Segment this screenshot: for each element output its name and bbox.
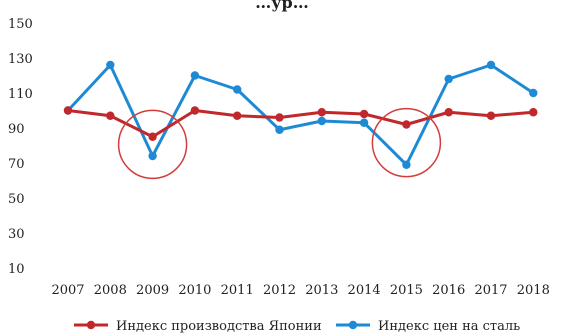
x-tick-label: 2008 bbox=[94, 283, 127, 298]
data-point bbox=[233, 85, 242, 94]
x-tick-label: 2009 bbox=[136, 283, 169, 298]
y-axis: 10 30 50 70 90 110 130 150 bbox=[8, 17, 33, 277]
x-tick-label: 2017 bbox=[474, 283, 507, 298]
annotation-layer bbox=[117, 107, 442, 180]
legend-label: Индекс производства Японии bbox=[116, 319, 322, 334]
y-tick-label: 70 bbox=[8, 157, 25, 172]
legend-swatch-marker bbox=[348, 320, 358, 330]
x-tick-label: 2013 bbox=[305, 283, 338, 298]
y-tick-label: 150 bbox=[8, 17, 33, 32]
x-tick-label: 2015 bbox=[390, 283, 423, 298]
x-tick-label: 2007 bbox=[51, 283, 84, 298]
x-tick-label: 2018 bbox=[517, 283, 550, 298]
legend: Индекс производства Японии Индекс цен на … bbox=[74, 319, 520, 334]
data-point bbox=[275, 125, 284, 134]
data-point bbox=[148, 132, 157, 141]
data-point bbox=[402, 160, 411, 169]
data-point bbox=[486, 60, 496, 70]
data-point bbox=[529, 108, 538, 117]
series-line bbox=[66, 109, 535, 139]
series-line bbox=[66, 63, 535, 167]
y-tick-label: 50 bbox=[8, 192, 25, 207]
series-layer bbox=[63, 60, 538, 169]
data-point bbox=[190, 106, 200, 115]
x-tick-label: 2011 bbox=[221, 283, 254, 298]
data-point bbox=[233, 111, 242, 120]
data-point bbox=[317, 108, 326, 117]
x-tick-label: 2016 bbox=[432, 283, 465, 298]
data-point bbox=[275, 113, 284, 122]
y-tick-label: 30 bbox=[8, 227, 25, 242]
x-tick-label: 2012 bbox=[263, 283, 296, 298]
data-point bbox=[359, 109, 369, 119]
data-point bbox=[529, 88, 538, 98]
legend-swatch-marker bbox=[86, 320, 96, 330]
data-point bbox=[444, 74, 453, 84]
y-tick-label: 10 bbox=[8, 262, 25, 277]
data-point bbox=[148, 151, 157, 161]
data-point bbox=[106, 111, 115, 120]
y-tick-label: 90 bbox=[8, 122, 25, 137]
data-point bbox=[63, 106, 73, 115]
annotation-circle bbox=[371, 107, 442, 178]
x-tick-label: 2014 bbox=[348, 283, 381, 298]
data-point bbox=[402, 120, 411, 129]
data-point bbox=[486, 111, 496, 120]
chart-title: …ур… bbox=[255, 0, 308, 12]
data-point bbox=[359, 118, 369, 127]
data-point bbox=[444, 108, 453, 117]
x-axis: 2007 2008 2009 2010 2011 2012 2013 2014 2015 2016… bbox=[51, 283, 549, 298]
x-tick-label: 2010 bbox=[178, 283, 211, 298]
legend-label: Индекс цен на сталь bbox=[378, 319, 520, 334]
y-tick-label: 110 bbox=[8, 87, 33, 102]
annotation-circle bbox=[117, 109, 188, 180]
data-point bbox=[106, 60, 115, 70]
data-point bbox=[317, 116, 326, 126]
data-point bbox=[190, 71, 200, 80]
y-tick-label: 130 bbox=[8, 52, 33, 67]
